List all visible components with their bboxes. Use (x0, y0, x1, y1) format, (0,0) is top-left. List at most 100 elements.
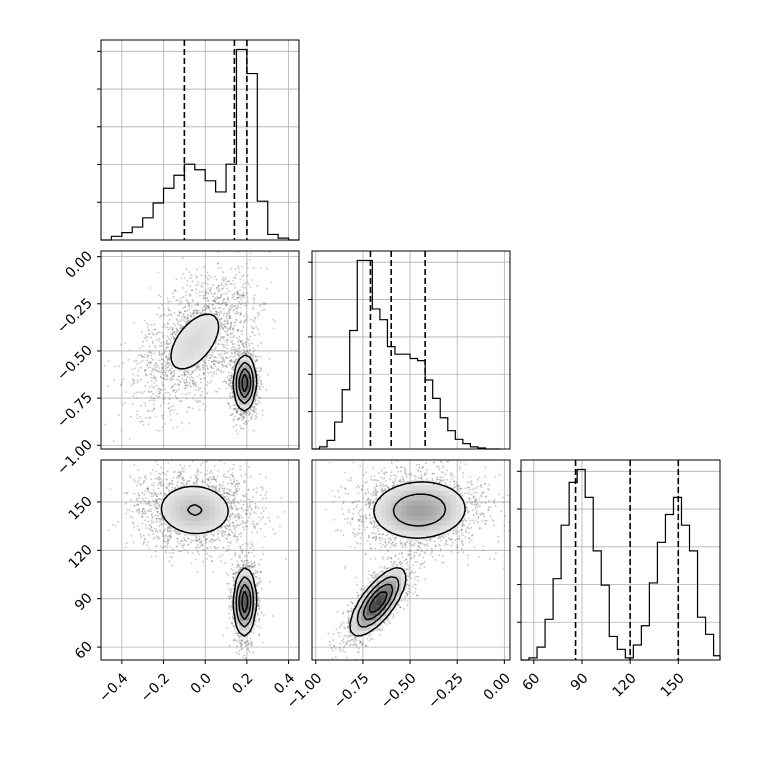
sample-point (160, 414, 163, 417)
sample-point (185, 380, 188, 383)
sample-point (157, 364, 159, 367)
sample-point (240, 507, 243, 510)
sample-point (228, 312, 231, 315)
sample-point (246, 296, 249, 299)
sample-point (196, 375, 199, 378)
sample-point (218, 318, 221, 321)
sample-point (149, 472, 152, 475)
sample-point (163, 397, 166, 400)
sample-point (224, 364, 226, 367)
sample-point (155, 384, 158, 387)
sample-point (221, 360, 224, 363)
density-cell (200, 350, 206, 356)
sample-point (210, 366, 212, 369)
sample-point (172, 375, 174, 377)
sample-point (173, 337, 175, 340)
density-cell (234, 394, 241, 401)
sample-point (221, 525, 224, 528)
sample-point (133, 322, 136, 324)
sample-point (260, 558, 263, 561)
sample-point (215, 480, 218, 483)
sample-point (226, 333, 229, 336)
sample-point (220, 369, 222, 372)
sample-point (167, 343, 170, 346)
sample-point (212, 367, 214, 370)
sample-point (230, 500, 232, 503)
sample-point (224, 276, 227, 279)
scatter-panel-1-3 (100, 459, 300, 661)
sample-point (255, 403, 258, 406)
sample-point (143, 337, 146, 340)
sample-point (144, 369, 147, 371)
sample-point (250, 500, 253, 503)
sample-point (241, 329, 244, 332)
sample-point (161, 381, 163, 384)
sample-point (195, 276, 198, 279)
sample-point (228, 310, 230, 313)
sample-point (227, 384, 230, 387)
sample-point (171, 327, 174, 330)
sample-point (180, 312, 183, 314)
sample-point (131, 510, 134, 513)
sample-point (232, 576, 235, 579)
sample-point (204, 309, 206, 312)
sample-point (144, 333, 147, 336)
sample-point (172, 427, 174, 430)
sample-point (257, 399, 260, 402)
sample-point (150, 396, 152, 399)
sample-point (231, 376, 234, 378)
sample-point (247, 642, 250, 645)
sample-point (173, 312, 176, 314)
sample-point (203, 378, 206, 380)
sample-point (124, 546, 127, 549)
sample-point (243, 349, 245, 351)
sample-point (179, 380, 182, 383)
sample-point (255, 416, 258, 419)
sample-point (227, 378, 230, 381)
sample-point (216, 302, 219, 305)
sample-point (185, 397, 188, 400)
sample-point (208, 356, 211, 359)
sample-point (229, 595, 232, 598)
sample-point (244, 642, 246, 644)
sample-point (191, 370, 194, 373)
sample-point (202, 364, 205, 367)
sample-point (153, 323, 156, 326)
sample-point (150, 526, 153, 529)
sample-point (150, 492, 153, 495)
sample-point (148, 329, 151, 332)
sample-point (189, 379, 192, 382)
sample-point (137, 509, 139, 512)
sample-point (213, 300, 216, 303)
sample-point (226, 287, 229, 290)
sample-point (168, 328, 170, 331)
sample-point (189, 294, 191, 297)
sample-point (230, 387, 233, 390)
density-cell (175, 354, 181, 361)
sample-point (199, 294, 201, 297)
density-cell (180, 350, 186, 356)
sample-point (149, 332, 151, 335)
sample-point (182, 319, 185, 321)
sample-point (222, 308, 225, 310)
sample-point (243, 352, 246, 355)
sample-point (171, 385, 174, 388)
sample-point (153, 364, 155, 366)
sample-point (247, 283, 250, 285)
sample-point (239, 339, 242, 342)
sample-point (218, 296, 221, 299)
sample-point (229, 518, 232, 521)
sample-point (194, 309, 197, 312)
sample-point (248, 412, 251, 415)
sample-point (211, 304, 214, 307)
sample-point (185, 370, 188, 373)
sample-point (167, 541, 170, 543)
sample-point (229, 317, 232, 319)
sample-point (195, 481, 198, 484)
sample-point (220, 371, 223, 374)
sample-point (217, 369, 220, 371)
sample-point (242, 293, 245, 296)
sample-point (273, 320, 276, 323)
sample-point (232, 361, 235, 364)
sample-point (236, 291, 239, 294)
